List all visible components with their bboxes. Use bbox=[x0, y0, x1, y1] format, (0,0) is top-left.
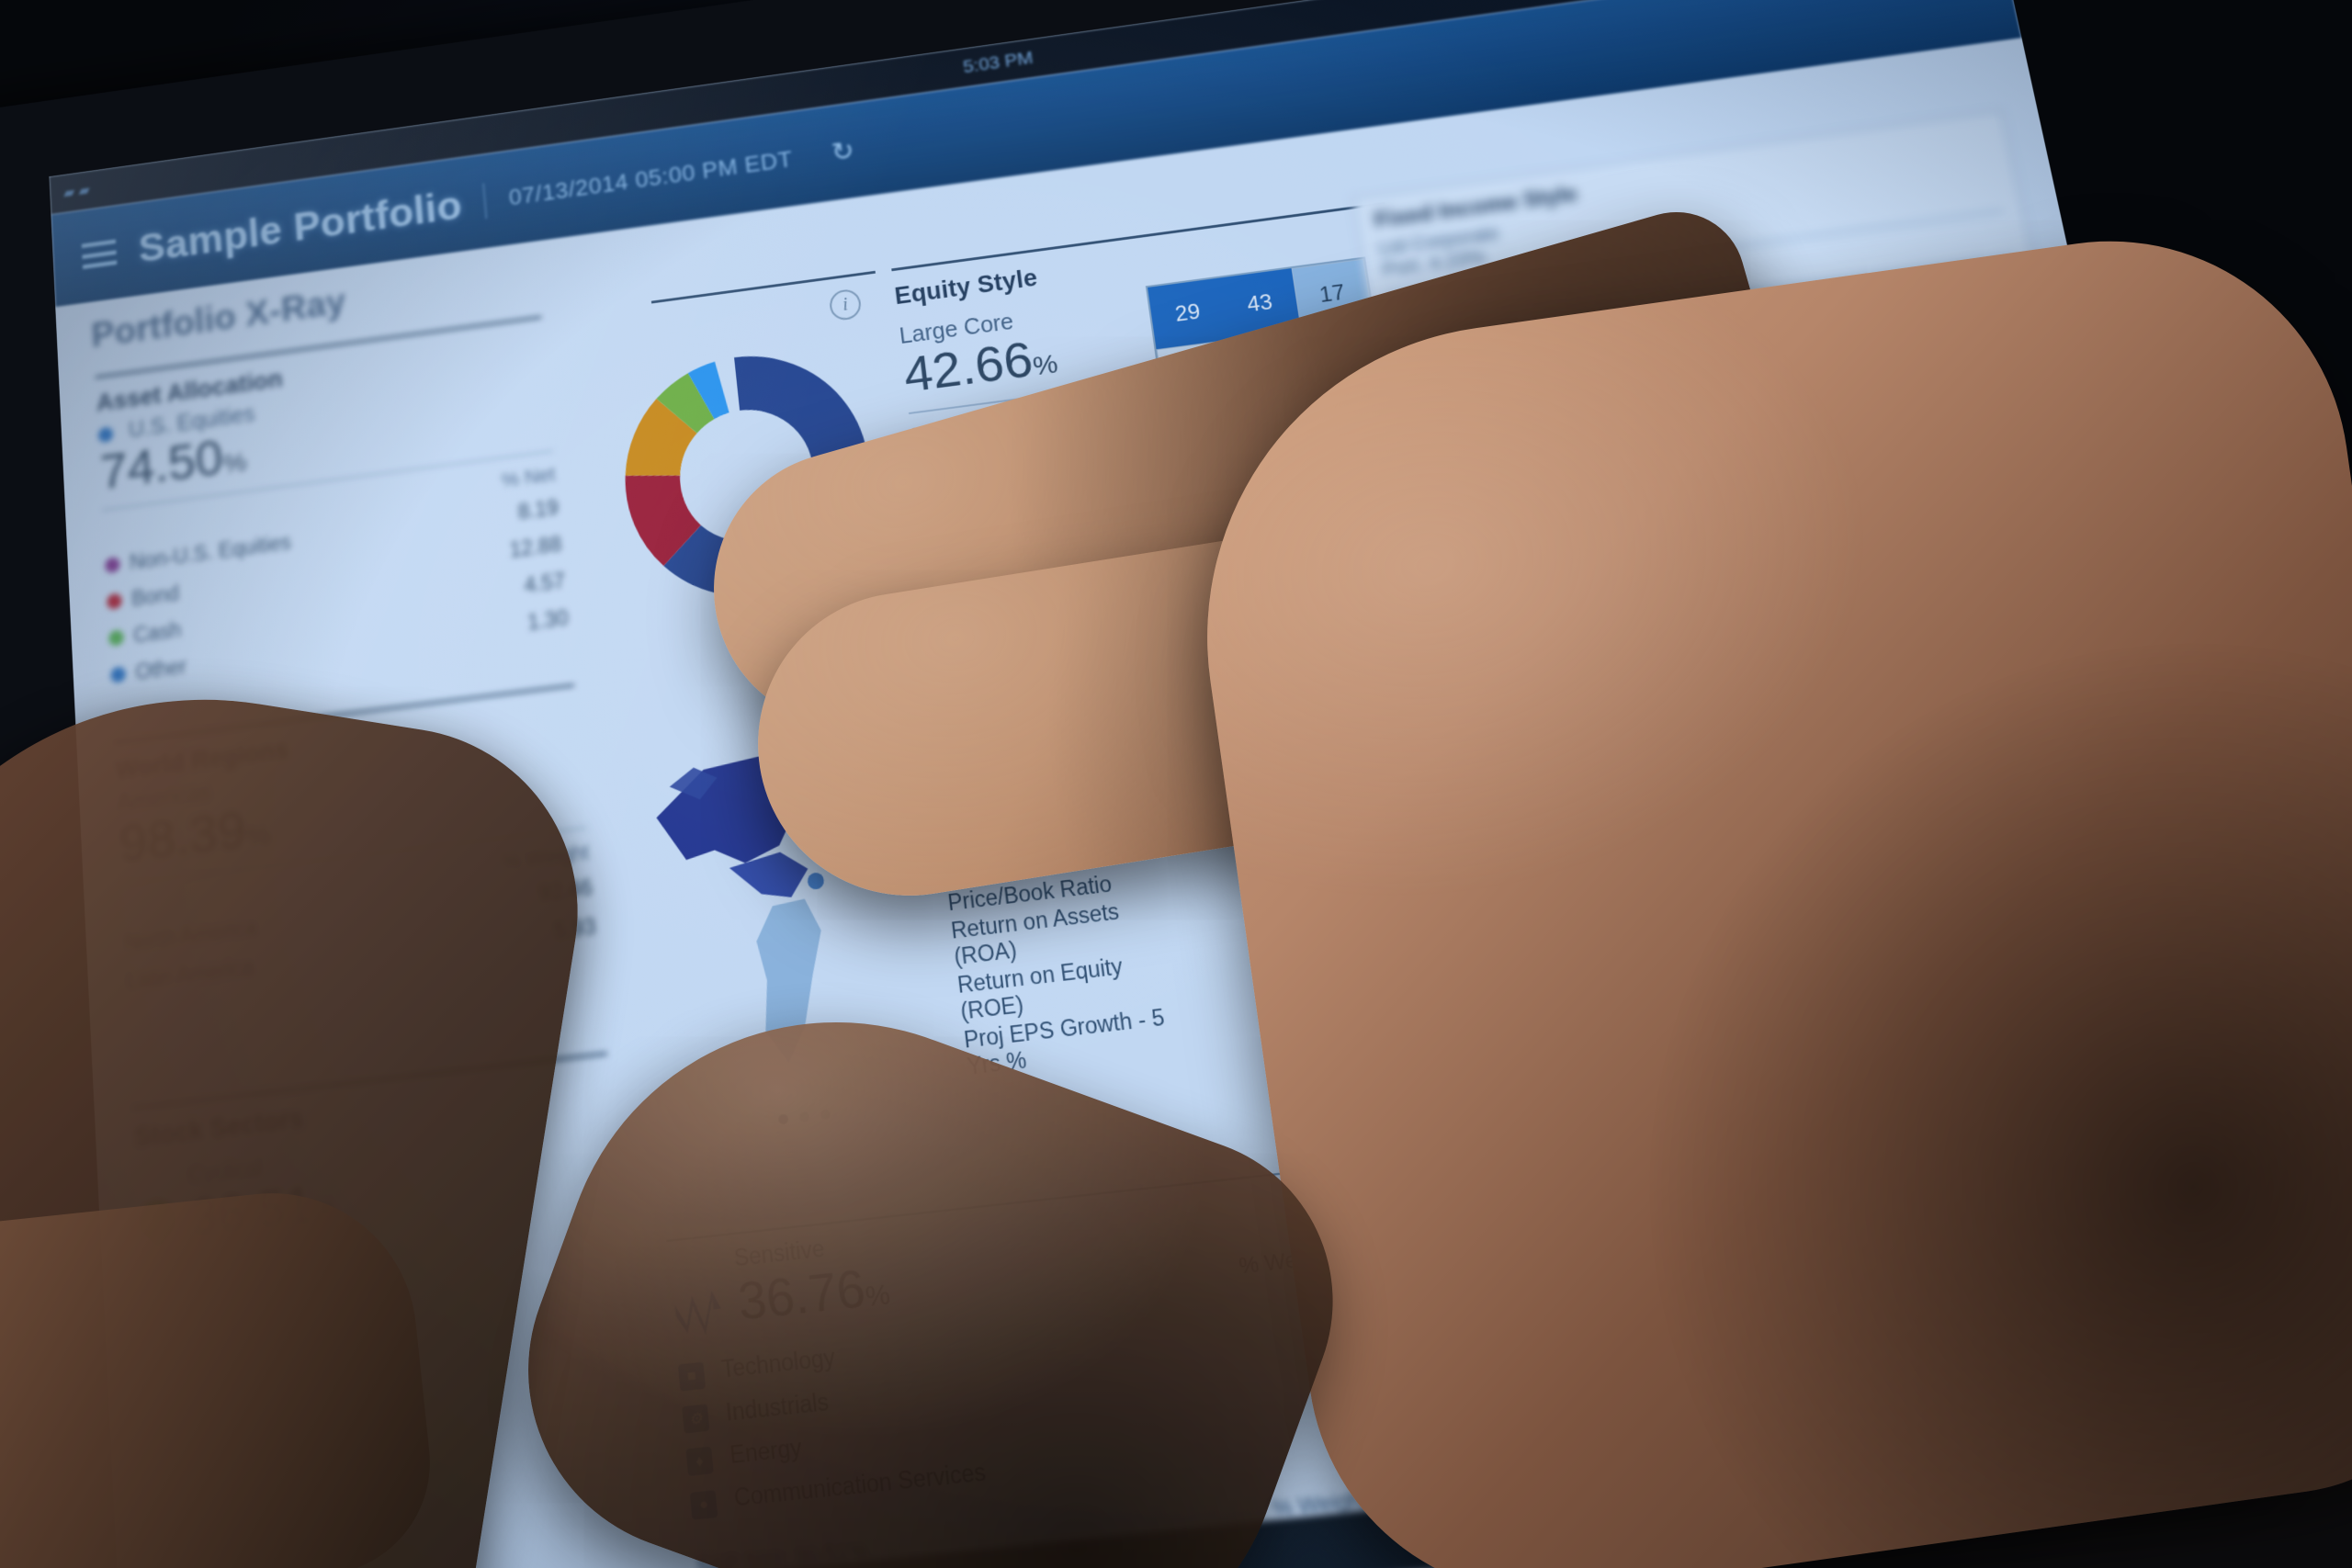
legend-dot-10-25 bbox=[979, 519, 998, 537]
style-col-label: Value bbox=[1186, 474, 1236, 501]
style-cell[interactable]: 2 bbox=[1227, 330, 1311, 402]
pager-dot[interactable] bbox=[777, 1113, 789, 1125]
legend-dot-nonus bbox=[104, 556, 120, 574]
col-sp500: % S&P 500 bbox=[1368, 1226, 1486, 1265]
refresh-icon[interactable]: ↻ bbox=[830, 136, 856, 167]
style-cell[interactable]: 29 bbox=[1147, 277, 1228, 350]
style-col-label: Core bbox=[1261, 465, 1306, 491]
legend-dot-bond bbox=[106, 592, 123, 610]
pager-dot[interactable] bbox=[820, 1109, 831, 1121]
tablet-bezel: ▰ ▰ 5:03 PM Sample Portfolio 07/13/2014 … bbox=[49, 0, 2338, 1568]
energy-icon: ♦ bbox=[685, 1446, 714, 1476]
communication-services-icon: ● bbox=[689, 1489, 718, 1520]
tablet-screen: ▰ ▰ 5:03 PM Sample Portfolio 07/13/2014 … bbox=[49, 0, 2338, 1568]
world-map-panel: i bbox=[614, 633, 955, 1138]
stock-stats-table: Your Portfolio Yield % 1.80 1.95 Price/B… bbox=[940, 775, 1453, 1080]
stock-stats-section: Stock Stats Price/Prospective Earnings 1… bbox=[916, 572, 1456, 1102]
status-clock: 5:03 PM bbox=[961, 48, 1035, 77]
status-left-icons: ▰ ▰ bbox=[62, 181, 91, 201]
style-cell[interactable]: 2 bbox=[1165, 401, 1248, 475]
stock-sectors-section: Stock Sectors ↻ Cyclical 36.51% bbox=[130, 1051, 620, 1254]
taskbar-tray-icons[interactable]: ▲ ◆ ● ■ bbox=[2237, 1432, 2335, 1470]
pager-dot[interactable] bbox=[798, 1111, 810, 1122]
world-regions-section: World Regions Americas 98.39% % Weight N… bbox=[114, 683, 597, 1000]
sensitive-zigzag-icon bbox=[673, 1290, 724, 1337]
data-timestamp: 07/13/2014 05:00 PM EDT bbox=[507, 145, 795, 210]
style-cell[interactable]: 5 bbox=[1156, 339, 1238, 412]
sensitive-sector-section: ▲ Sensitive bbox=[661, 1083, 1515, 1526]
legend-dot-0-10 bbox=[1004, 549, 1027, 572]
hamburger-icon[interactable] bbox=[81, 239, 118, 270]
donut-chart-svg bbox=[618, 341, 882, 607]
cyclical-pin-icon: ↻ bbox=[130, 1191, 184, 1253]
legend-dot-other bbox=[110, 666, 127, 683]
dashboard-content: Asset Allocation U.S. Equities 74.50% % … bbox=[58, 96, 2338, 1568]
style-cell[interactable]: 43 bbox=[1219, 268, 1301, 340]
asset-allocation-donut: i bbox=[580, 262, 915, 641]
legend-dot-25-50 bbox=[955, 487, 973, 505]
style-cell[interactable]: 2 bbox=[1237, 392, 1320, 466]
sensitive-pin-icon: ▲ bbox=[1414, 1083, 1472, 1146]
info-icon[interactable]: i bbox=[860, 634, 896, 670]
info-icon[interactable]: i bbox=[828, 288, 863, 322]
legend-dot-gt50 bbox=[930, 454, 948, 472]
header-divider bbox=[482, 183, 488, 220]
pe-marker-benchmark bbox=[1326, 649, 1345, 663]
taskbar-app-icon[interactable] bbox=[2159, 1450, 2188, 1476]
pe-marker-portfolio bbox=[1276, 639, 1295, 654]
legend-dot-us-equities bbox=[97, 426, 114, 444]
asset-allocation-section: Asset Allocation U.S. Equities 74.50% % … bbox=[95, 315, 571, 694]
technology-icon: ■ bbox=[677, 1361, 706, 1392]
industrials-icon: ⚙ bbox=[682, 1403, 710, 1434]
holdings-card[interactable]: Top Holdings Rowe Price High Yield 9.51 F… bbox=[1393, 369, 2157, 907]
col-weight: % Weight bbox=[1237, 1243, 1335, 1279]
world-map-svg[interactable] bbox=[617, 673, 952, 1119]
legend-dot-cash bbox=[107, 629, 125, 647]
